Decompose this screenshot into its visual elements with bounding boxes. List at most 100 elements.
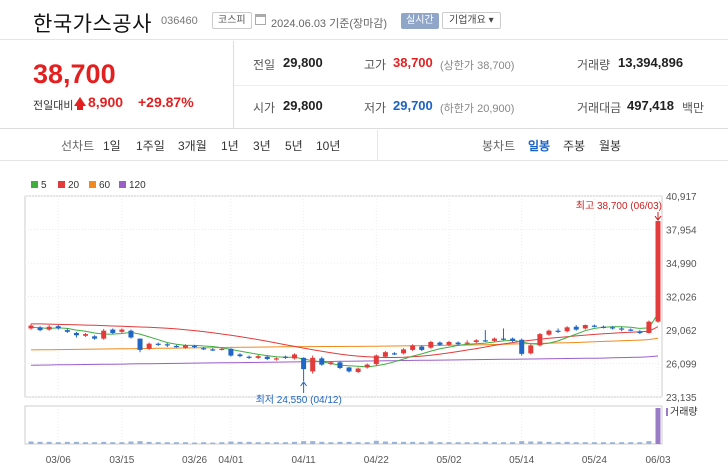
volume-bar: [164, 442, 170, 444]
legend-ma5[interactable]: 5: [31, 180, 47, 191]
candle-body: [192, 345, 198, 348]
candle-body: [210, 349, 216, 351]
volume-bar: [455, 442, 461, 444]
company-overview-dropdown[interactable]: 기업개요 ▾: [442, 12, 501, 29]
tab-line-chart[interactable]: 선차트: [61, 139, 95, 153]
volume-bar: [146, 441, 152, 444]
x-tick-label: 03/26: [182, 455, 207, 466]
candle-body: [92, 336, 98, 339]
volume-bar: [464, 442, 470, 444]
volume-bar: [264, 442, 270, 444]
legend-ma120[interactable]: 120: [119, 180, 146, 191]
x-tick-label: 05/02: [436, 455, 461, 466]
volume-bar: [628, 442, 634, 444]
volume-bar: [437, 442, 443, 444]
candle-body: [64, 330, 70, 332]
volume-bar: [192, 442, 198, 444]
volume-bar: [446, 442, 452, 444]
tab-3y[interactable]: 3년: [253, 139, 271, 153]
chart-tabs: 선차트 1일 1주일 3개월 1년 3년 5년 10년 봉차트 일봉 주봉 월봉: [0, 130, 728, 161]
candle-body: [110, 329, 116, 333]
candle-body: [346, 367, 352, 372]
candle-body: [137, 338, 143, 350]
high-value: 38,700: [393, 55, 433, 70]
tab-monthly[interactable]: 월봉: [599, 139, 622, 153]
x-tick-label: 06/03: [645, 455, 670, 466]
candle-body: [528, 345, 534, 354]
candle-body: [537, 334, 543, 346]
volume-bar: [28, 441, 34, 444]
x-tick-label: 05/24: [582, 455, 607, 466]
volume-bar: [292, 441, 298, 444]
candle-body: [83, 334, 89, 336]
y-tick-label: 29,062: [666, 326, 697, 337]
tab-candle-chart[interactable]: 봉차트: [482, 139, 516, 153]
stock-code: 036460: [161, 15, 198, 27]
candle-body: [301, 357, 307, 370]
legend-ma20[interactable]: 20: [58, 180, 79, 191]
tab-1y[interactable]: 1년: [221, 139, 239, 153]
candle-body: [591, 325, 597, 327]
realtime-button[interactable]: 실시간: [401, 13, 439, 29]
volume-bar: [482, 441, 488, 444]
volume-bar: [555, 442, 561, 444]
candle-body: [182, 345, 188, 348]
candle-body: [519, 339, 525, 354]
volume-label: 거래량: [670, 406, 698, 418]
candle-body: [455, 342, 461, 345]
volume-bar: [73, 441, 79, 444]
tab-1d[interactable]: 1일: [103, 139, 121, 153]
volume-bar: [282, 442, 288, 444]
tab-3m[interactable]: 3개월: [178, 139, 207, 153]
candlestick-chart[interactable]: 40,917 37,954 34,990 32,026 29,062 26,099 23,1…: [0, 190, 728, 469]
candle-body: [28, 325, 34, 329]
prev-close-label: 전일: [253, 58, 276, 72]
y-tick-label: 34,990: [666, 259, 697, 270]
as-of-date: 2024.06.03 기준(장마감): [271, 18, 388, 30]
candle-body: [564, 327, 570, 332]
legend-ma60[interactable]: 60: [89, 180, 110, 191]
volume-bar: [537, 441, 543, 444]
candle-body: [510, 338, 516, 341]
trade-value: 497,418: [627, 98, 674, 113]
divider: [234, 85, 728, 86]
volume-bar: [182, 442, 188, 444]
candle-body: [382, 352, 388, 357]
volume-legend-swatch: [666, 408, 668, 416]
volume-bar: [328, 442, 334, 444]
calendar-icon: [255, 14, 266, 25]
candle-body: [437, 342, 443, 345]
tab-daily[interactable]: 일봉: [528, 139, 551, 153]
open-label: 시가: [253, 101, 276, 115]
legend-swatch: [89, 181, 96, 188]
volume-bar: [228, 441, 234, 444]
volume-bar: [391, 441, 397, 444]
legend-swatch: [58, 181, 65, 188]
volume-bar: [564, 441, 570, 444]
ma-line-5: [30, 313, 659, 368]
price-summary: 38,700 전일대비 8,900 +29.87% 전일 29,800 시가 2…: [0, 41, 728, 129]
volume-bar: [491, 442, 497, 444]
volume-plot-frame: [24, 405, 663, 445]
x-tick-label: 04/01: [218, 455, 243, 466]
y-tick-label: 40,917: [666, 192, 697, 203]
change-label: 전일대비: [33, 100, 74, 112]
volume-bar: [355, 442, 361, 444]
candle-body: [337, 362, 343, 369]
tab-5y[interactable]: 5년: [285, 139, 303, 153]
divider: [377, 130, 378, 160]
candle-body: [128, 330, 134, 338]
candle-body: [219, 348, 225, 350]
volume-bar: [519, 441, 525, 444]
volume-bar: [119, 442, 125, 444]
legend-label: 120: [129, 180, 146, 191]
stock-name: 한국가스공사: [33, 13, 152, 36]
change-percent: +29.87%: [138, 94, 194, 110]
volume-bar: [301, 441, 307, 444]
candle-body: [373, 355, 379, 365]
volume-bar: [655, 408, 661, 444]
volume-bar: [37, 441, 43, 444]
tab-1w[interactable]: 1주일: [136, 139, 165, 153]
tab-10y[interactable]: 10년: [316, 139, 341, 153]
tab-weekly[interactable]: 주봉: [563, 139, 586, 153]
